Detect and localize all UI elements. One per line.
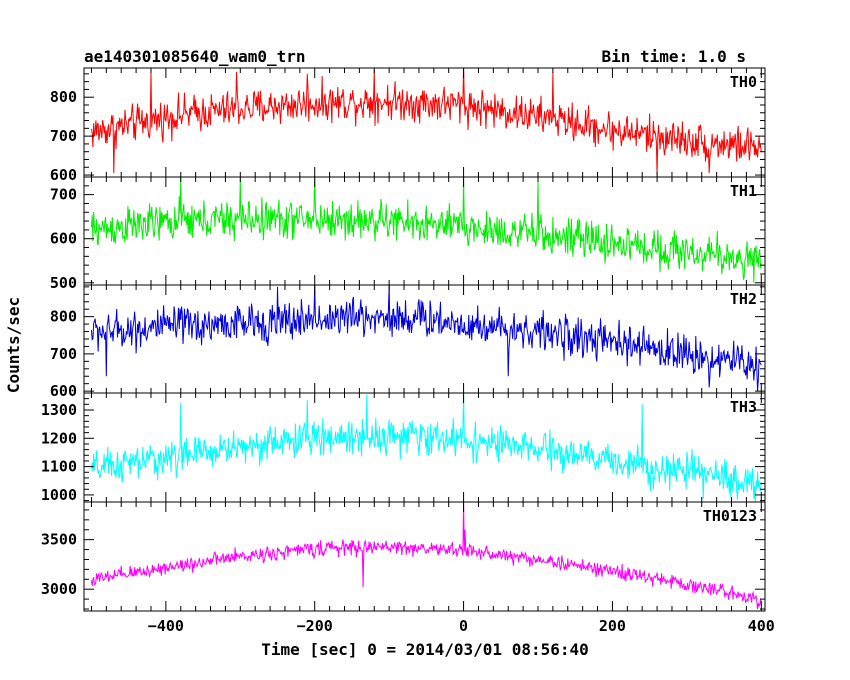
series-line-th0 — [90, 68, 762, 176]
panel-label-th0: TH0 — [730, 73, 757, 91]
y-tick-label: 500 — [50, 274, 77, 292]
panel-label-th3: TH3 — [730, 398, 757, 416]
panel-frame — [83, 67, 766, 178]
y-tick-label: 1100 — [41, 458, 77, 476]
x-axis-label: Time [sec] 0 = 2014/03/01 08:56:40 — [261, 640, 589, 659]
panel-th3: 1000 1100 1200 1300 TH3 — [41, 392, 766, 504]
x-tick-label: −200 — [297, 617, 333, 635]
y-tick-label: 600 — [50, 230, 77, 248]
panels-group: 600 700 800 TH0 500 600 700 TH1 600 700 800 TH2 1000… — [41, 67, 775, 635]
y-tick-label: 700 — [50, 127, 77, 145]
panel-frame — [83, 284, 766, 394]
y-tick-label: 800 — [50, 88, 77, 106]
panel-label-th1: TH1 — [730, 182, 757, 200]
y-axis-label: Counts/sec — [4, 297, 23, 393]
panel-th1: 500 600 700 TH1 — [50, 176, 766, 292]
y-tick-label: 3000 — [41, 580, 77, 598]
y-tick-label: 600 — [50, 166, 77, 184]
chart-title: ae140301085640_wam0_trn — [84, 47, 306, 66]
x-tick-label: 200 — [599, 617, 626, 635]
y-tick-label: 600 — [50, 382, 77, 400]
panel-th0: 600 700 800 TH0 — [50, 67, 766, 184]
panel-th0123: 3000 3500 TH0123 — [41, 501, 766, 612]
y-tick-label: 700 — [50, 345, 77, 363]
series-line-th3 — [90, 394, 762, 502]
x-tick-label: 0 — [459, 617, 468, 635]
y-tick-label: 1300 — [41, 401, 77, 419]
panel-label-th0123: TH0123 — [703, 507, 757, 525]
y-tick-label: 1000 — [41, 486, 77, 504]
x-tick-label: −400 — [148, 617, 184, 635]
series-line-th2 — [90, 285, 762, 392]
panel-label-th2: TH2 — [730, 290, 757, 308]
x-tick-label: 400 — [748, 617, 775, 635]
panel-th2: 600 700 800 TH2 — [50, 284, 766, 400]
y-tick-label: 1200 — [41, 429, 77, 447]
panel-frame — [83, 501, 766, 612]
series-line-th1 — [90, 177, 762, 283]
y-tick-label: 700 — [50, 186, 77, 204]
y-tick-label: 800 — [50, 308, 77, 326]
y-tick-label: 3500 — [41, 531, 77, 549]
series-line-th0123 — [90, 502, 762, 610]
bin-time-label: Bin time: 1.0 s — [602, 47, 747, 66]
